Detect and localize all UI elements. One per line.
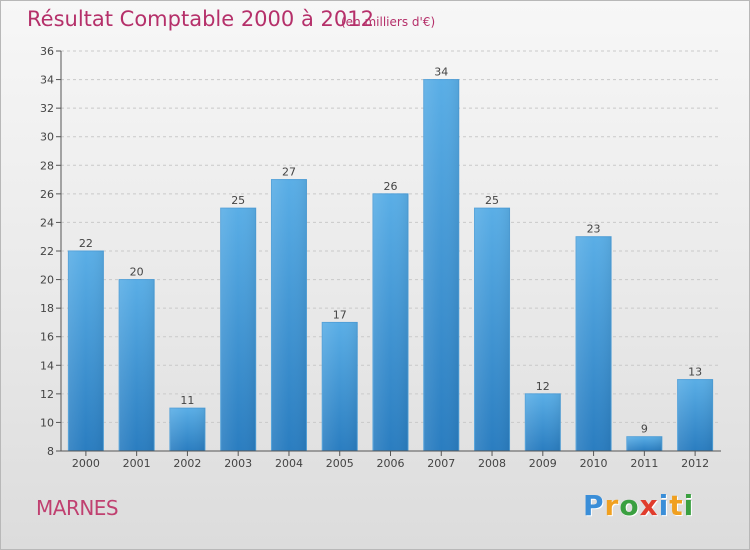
bar-shine [677, 379, 713, 451]
bar-value-label: 25 [485, 194, 499, 207]
x-tick-label: 2006 [377, 457, 405, 470]
bar-shine [68, 251, 104, 451]
bar-shine [119, 279, 155, 451]
bar-value-label: 12 [536, 380, 550, 393]
bar-layer: 22 20 11 25 27 17 26 34 25 12 23 9 13 [67, 66, 714, 452]
y-tick-label: 34 [40, 74, 54, 87]
x-tick-label: 2005 [326, 457, 354, 470]
bar-shine [576, 236, 612, 451]
bar-value-label: 27 [282, 166, 296, 179]
bar-shine [423, 79, 459, 452]
bar-shine [525, 393, 561, 451]
bar-shine [220, 208, 256, 451]
bar-shine [373, 193, 408, 451]
x-tick-label: 2002 [173, 457, 201, 470]
logo-letter: i [658, 489, 670, 522]
x-tick-label: 2012 [681, 457, 709, 470]
y-tick-label: 12 [40, 388, 54, 401]
logo-letter: t [669, 489, 684, 522]
y-tick-label: 22 [40, 245, 54, 258]
logo-letter: r [604, 489, 620, 522]
y-tick-label: 36 [40, 45, 54, 58]
bar-value-label: 26 [384, 180, 398, 193]
bar-shine [322, 322, 358, 451]
y-tick-label: 18 [40, 302, 54, 315]
x-tick-label: 2010 [580, 457, 608, 470]
bar-shine [474, 208, 510, 451]
commune-name: MARNES [36, 496, 119, 520]
bar-value-label: 9 [641, 423, 648, 436]
bar-value-label: 11 [180, 394, 194, 407]
x-tick-label: 2007 [427, 457, 455, 470]
bar-value-label: 20 [130, 266, 144, 279]
logo-letter: P [583, 489, 605, 522]
bar-value-label: 22 [79, 237, 93, 250]
y-tick-label: 10 [40, 416, 54, 429]
y-tick-label: 32 [40, 102, 54, 115]
y-tick-label: 30 [40, 131, 54, 144]
chart-subtitle: (en milliers d'€) [341, 15, 436, 29]
y-tick-label: 26 [40, 188, 54, 201]
x-tick-label: 2000 [72, 457, 100, 470]
x-tick-label: 2011 [630, 457, 658, 470]
bar-shine [626, 436, 662, 451]
bar-value-label: 17 [333, 308, 347, 321]
bar-value-label: 34 [434, 66, 448, 79]
x-tick-label: 2004 [275, 457, 303, 470]
chart-title: Résultat Comptable 2000 à 2012 [27, 7, 374, 31]
axis-layer: 8 10 12 14 16 18 20 22 24 26 28 30 32 34 36 2000 2001 200… [40, 45, 721, 470]
bar-value-label: 23 [587, 223, 601, 236]
logo-letter: o [619, 489, 640, 522]
y-tick-label: 28 [40, 159, 54, 172]
x-tick-label: 2009 [529, 457, 557, 470]
bar-shine [271, 179, 307, 452]
x-tick-label: 2001 [123, 457, 151, 470]
bar-shine [169, 408, 205, 451]
x-tick-label: 2008 [478, 457, 506, 470]
bar-value-label: 25 [231, 194, 245, 207]
y-tick-label: 8 [47, 445, 54, 458]
proxiti-logo: Proxiti [583, 489, 694, 522]
y-tick-label: 14 [40, 359, 54, 372]
logo-letter: i [683, 489, 695, 522]
y-tick-label: 24 [40, 216, 54, 229]
bar-value-label: 13 [688, 366, 702, 379]
x-tick-label: 2003 [224, 457, 252, 470]
y-tick-label: 20 [40, 274, 54, 287]
y-tick-label: 16 [40, 331, 54, 344]
logo-letter: x [639, 489, 659, 522]
